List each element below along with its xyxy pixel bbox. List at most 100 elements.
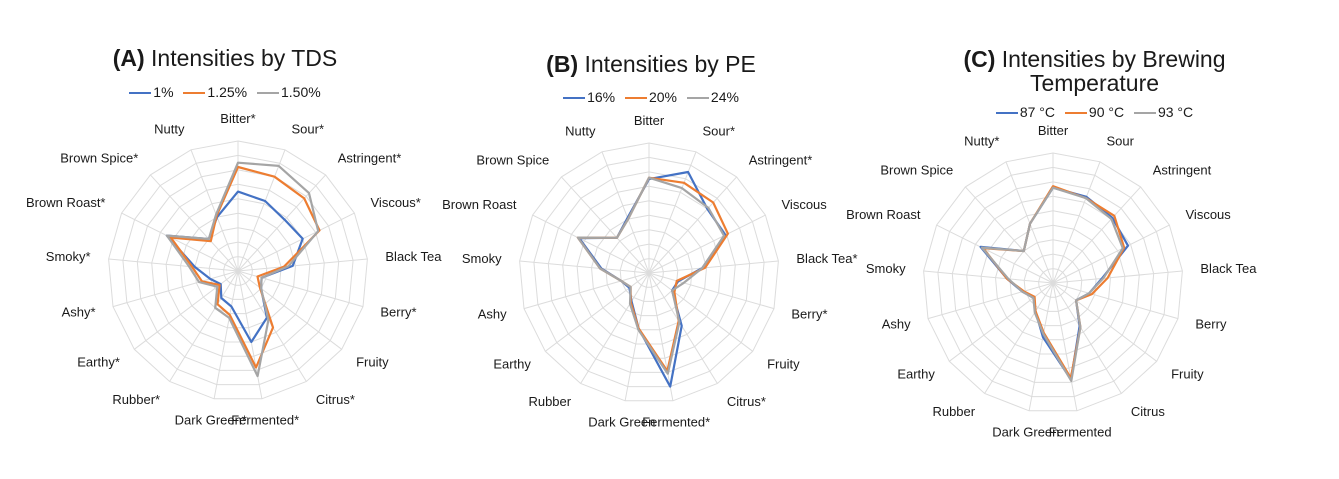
legend-label: 1% <box>153 84 174 100</box>
grid-spoke <box>1052 282 1078 411</box>
category-label: Viscous <box>782 197 828 212</box>
legend-swatch <box>183 92 206 95</box>
grid-spoke <box>624 272 650 401</box>
category-label: Smoky <box>866 261 906 276</box>
category-label: Sour* <box>292 121 325 136</box>
grid-ring <box>562 185 736 359</box>
legend-label: 93 °C <box>1157 104 1194 120</box>
category-label: Smoky* <box>46 249 91 264</box>
legend-label: 1.50% <box>281 84 321 100</box>
series-line <box>576 176 726 375</box>
category-label: Black Tea* <box>796 251 857 266</box>
category-label: Brown Spice <box>880 163 953 178</box>
category-label: Fruity <box>1171 367 1204 382</box>
grid-ring <box>151 183 325 357</box>
grid-spoke <box>1052 161 1101 284</box>
grid-spoke <box>1052 224 1170 284</box>
grid-spoke <box>601 151 650 274</box>
title-line-2-c: Temperature <box>1029 70 1160 96</box>
legend-label: 24% <box>710 89 739 105</box>
grid-spoke <box>1052 282 1122 394</box>
grid-spoke <box>519 260 650 274</box>
category-label: Nutty <box>154 121 185 136</box>
grid-spoke <box>965 186 1054 284</box>
title-line-1-c: Intensities by Brewing <box>1001 46 1226 72</box>
category-label: Berry* <box>380 305 416 320</box>
grid-spoke <box>561 176 650 274</box>
legend-item: 1% <box>129 84 174 100</box>
legend-swatch <box>686 97 709 100</box>
grid-ring <box>634 258 664 288</box>
legend-swatch <box>257 92 279 95</box>
grid-spoke <box>1052 270 1183 284</box>
category-label: Dark Green <box>588 414 655 429</box>
grid-spoke <box>580 272 650 384</box>
category-label: Fermented <box>1049 424 1112 439</box>
category-label: Fruity <box>767 357 800 372</box>
grid-ring <box>619 243 679 302</box>
category-label: Berry* <box>791 307 827 322</box>
legend-label: 90 °C <box>1088 104 1125 120</box>
title-text-b: Intensities by PE <box>584 51 756 77</box>
legend-a: 1% 1.25% 1.50% <box>0 84 450 100</box>
grid-ring <box>519 142 779 402</box>
category-label: Fruity <box>356 355 389 370</box>
grid-spoke <box>984 282 1054 394</box>
category-label: Dark Green <box>992 424 1059 439</box>
category-label: Earthy <box>897 367 935 382</box>
grid-spoke <box>648 272 754 352</box>
category-label: Black Tea <box>385 249 442 264</box>
grid-spoke <box>544 272 650 352</box>
grid-ring <box>951 181 1155 383</box>
grid-ring <box>590 214 708 331</box>
legend-swatch <box>129 92 152 95</box>
chart-panel-a: (A) Intensities by TDS 1% 1.25% 1.50% Bi… <box>0 0 450 479</box>
grid-spoke <box>121 212 239 272</box>
legend-item: 90 °C <box>1064 104 1125 120</box>
category-label: Earthy <box>493 357 531 372</box>
radar-chart-a: Bitter* Sour* Astringent* Viscous* Black Tea… <box>26 111 442 427</box>
grid-spoke <box>936 224 1054 284</box>
category-label: Astringent* <box>749 153 813 168</box>
grid-spoke <box>1028 282 1054 411</box>
category-label: Rubber <box>932 404 975 419</box>
grid-spoke <box>648 260 779 274</box>
category-label: Citrus <box>1131 404 1165 419</box>
grid-spoke <box>112 270 239 308</box>
chart-title-c: (C) Intensities by Brewing Temperature <box>850 47 1339 95</box>
category-label: Fermented* <box>642 414 710 429</box>
legend-c: 87 °C 90 °C 93 °C <box>850 104 1339 120</box>
grid-ring <box>194 227 282 315</box>
legend-item: 20% <box>624 89 677 105</box>
category-label: Rubber <box>528 394 571 409</box>
grid-spoke <box>237 258 368 272</box>
grid-spoke <box>1052 282 1158 362</box>
legend-item: 24% <box>686 89 739 105</box>
category-label: Ashy* <box>62 305 96 320</box>
legend-swatch <box>563 97 586 100</box>
grid-ring <box>547 171 751 373</box>
grid-ring <box>1009 239 1097 327</box>
grid-spoke <box>648 272 718 384</box>
legend-item: 93 °C <box>1133 104 1194 120</box>
category-label: Bitter* <box>220 111 255 126</box>
grid-ring <box>605 229 693 317</box>
legend-item: 87 °C <box>995 104 1055 120</box>
category-label: Fermented* <box>231 412 299 427</box>
category-label: Brown Spice <box>476 153 549 168</box>
grid-spoke <box>190 149 239 272</box>
category-label: Brown Roast* <box>26 195 105 210</box>
category-label: Brown Spice* <box>60 151 138 166</box>
grid-spoke <box>523 272 650 310</box>
grid-spoke <box>169 270 239 382</box>
grid-spoke <box>213 270 239 399</box>
category-label: Brown Roast <box>846 207 921 222</box>
category-label: Smoky <box>462 251 502 266</box>
category-label: Ashy <box>478 307 507 322</box>
category-label: Bitter <box>1038 123 1069 138</box>
grid-spoke <box>923 270 1054 284</box>
title-prefix-c: (C) <box>963 46 996 72</box>
legend-swatch <box>1133 112 1156 115</box>
category-label: Rubber* <box>112 392 160 407</box>
title-prefix-a: (A) <box>112 45 145 71</box>
